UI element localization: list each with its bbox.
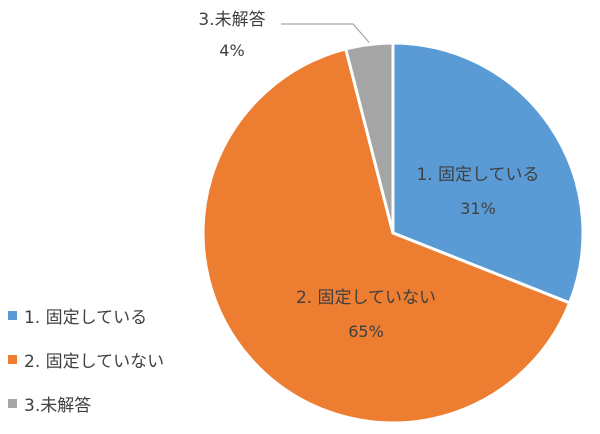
pie-slice-2 xyxy=(201,47,572,425)
legend-label-3: 3.未解答 xyxy=(24,396,91,416)
pie-slice-3 xyxy=(344,41,395,235)
data-label-category-2: 2. 固定していない xyxy=(296,288,436,308)
pie-slice-1 xyxy=(391,41,585,305)
legend-swatch-3 xyxy=(8,399,17,408)
legend: 1. 固定している 2. 固定していない 3.未解答 xyxy=(8,308,164,416)
data-label-value-2: 65% xyxy=(348,322,384,341)
data-label-category-3: 3.未解答 xyxy=(198,10,265,30)
legend-swatch-2 xyxy=(8,355,17,364)
pie-slices xyxy=(201,41,585,425)
leader-line-3 xyxy=(281,23,370,43)
data-label-value-1: 31% xyxy=(460,199,496,218)
legend-label-2: 2. 固定していない xyxy=(24,352,164,372)
data-labels: 1. 固定している 31% 2. 固定していない 65% 3.未解答 4% xyxy=(198,10,539,341)
leader-lines xyxy=(281,23,370,43)
legend-swatch-1 xyxy=(8,311,17,320)
data-label-value-3: 4% xyxy=(219,41,244,60)
data-label-category-1: 1. 固定している xyxy=(416,165,539,185)
legend-label-1: 1. 固定している xyxy=(24,308,147,328)
